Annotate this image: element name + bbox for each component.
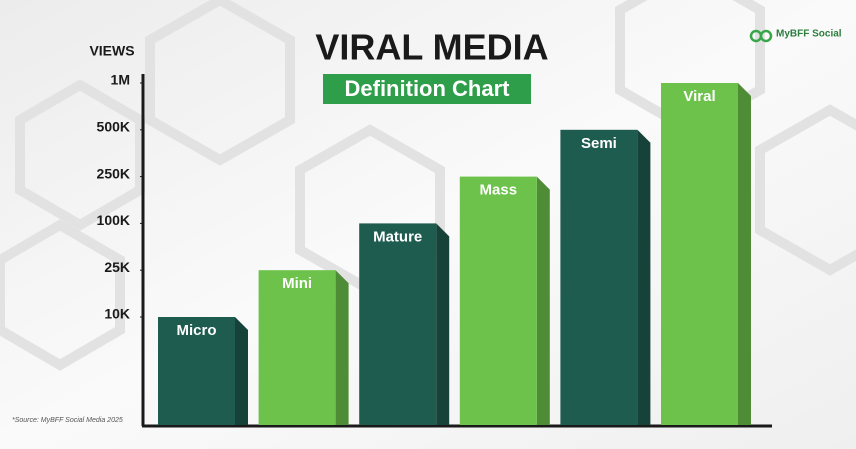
bar-label: Micro [176,322,216,339]
bar-side [738,83,751,425]
bar [459,176,537,425]
bar [258,270,336,425]
bar [158,317,235,425]
bar-side [235,317,248,425]
bar [661,83,738,425]
bar [359,223,437,425]
chart-title: VIRAL MEDIA [315,27,548,68]
bar [560,129,638,426]
chart-subtitle: Definition Chart [345,76,511,101]
y-tick-label: 500K [97,119,130,135]
bar-label: Mass [480,182,518,199]
y-tick-label: 100K [97,212,130,228]
bar-label: Mini [282,275,312,292]
subtitle-box [323,74,531,104]
bar-label: Semi [581,135,617,152]
y-tick-label: 1M [111,72,130,88]
y-tick-label: 250K [97,165,130,181]
y-tick-label: 25K [104,259,130,275]
bar-side [436,223,450,425]
source-note: *Source: MyBFF Social Media 2025 [12,417,123,424]
y-tick-label: 10K [104,306,130,322]
y-axis-label: VIEWS [89,43,134,59]
bar-side [335,270,349,425]
bar-side [536,176,550,425]
brand: MyBFF Social [776,29,842,40]
logo [749,29,773,43]
bar-label: Mature [373,228,422,245]
bar-label: Viral [683,88,715,105]
bar-side [637,129,651,426]
